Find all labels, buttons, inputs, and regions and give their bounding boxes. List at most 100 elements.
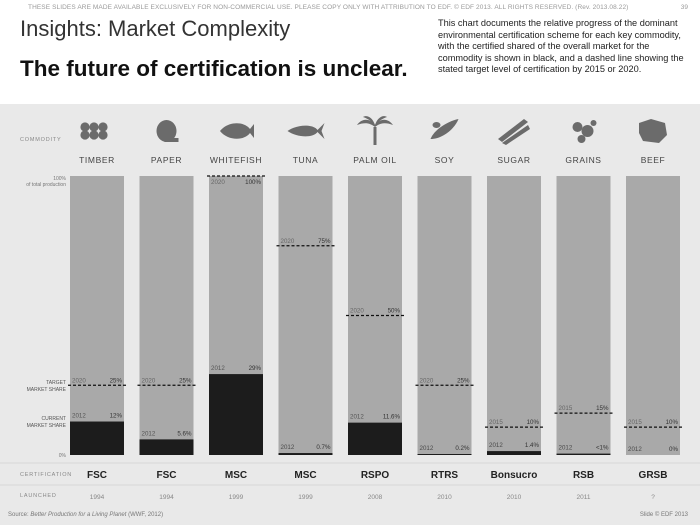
grain bbox=[590, 120, 597, 126]
sugar-icon-shape bbox=[502, 125, 530, 145]
target-year-label: 2020 bbox=[142, 377, 156, 384]
category-label: WHITEFISH bbox=[210, 155, 262, 165]
palm-oil-icon-shape bbox=[363, 116, 375, 126]
target-value-label: 25% bbox=[110, 377, 123, 384]
category-label: PAPER bbox=[151, 155, 182, 165]
current-value-label: 29% bbox=[249, 365, 262, 372]
page-subtitle: The future of certification is unclear. bbox=[20, 56, 408, 81]
beef-icon bbox=[639, 119, 667, 143]
current-share-bar bbox=[209, 374, 263, 455]
total-bar bbox=[417, 176, 472, 455]
total-bar bbox=[70, 176, 124, 455]
disclaimer: THESE SLIDES ARE MADE AVAILABLE EXCLUSIV… bbox=[28, 4, 629, 11]
launch-year-label: 2010 bbox=[437, 494, 452, 501]
log-end bbox=[80, 130, 90, 140]
certification-label: MSC bbox=[294, 470, 316, 481]
current-year-label: 2012 bbox=[142, 430, 156, 437]
current-share-bar bbox=[348, 422, 402, 455]
current-value-label: <1% bbox=[596, 445, 609, 452]
current-value-label: 1.4% bbox=[525, 442, 540, 449]
launched-row-label: LAUNCHED bbox=[20, 493, 57, 499]
target-value-label: 15% bbox=[596, 405, 609, 412]
current-year-label: 2012 bbox=[559, 445, 573, 452]
certification-label: RSPO bbox=[361, 470, 390, 481]
target-row-label: TARGET bbox=[46, 380, 66, 386]
current-year-label: 2012 bbox=[628, 446, 642, 453]
top-axis-label: 100% bbox=[53, 176, 66, 182]
target-year-label: 2020 bbox=[72, 377, 86, 384]
page-title: Insights: Market Complexity bbox=[20, 16, 291, 41]
palm-oil-icon bbox=[357, 116, 393, 145]
total-bar bbox=[556, 176, 611, 455]
current-year-label: 2012 bbox=[72, 413, 86, 420]
launch-year-label: 2008 bbox=[368, 494, 383, 501]
target-year-label: 2015 bbox=[628, 419, 642, 426]
source-suffix: (WWF, 2012) bbox=[126, 512, 164, 518]
target-year-label: 2020 bbox=[420, 377, 434, 384]
launch-year-label: 2011 bbox=[577, 494, 591, 501]
paper-roll bbox=[156, 120, 177, 142]
target-value-label: 100% bbox=[245, 179, 261, 186]
log-end bbox=[80, 122, 90, 132]
target-year-label: 2015 bbox=[559, 405, 573, 412]
target-value-label: 10% bbox=[527, 419, 540, 426]
log-end bbox=[89, 130, 99, 140]
log-end bbox=[98, 130, 108, 140]
top-axis-sublabel: of total production bbox=[26, 182, 66, 188]
current-year-label: 2012 bbox=[420, 445, 434, 452]
total-bar bbox=[278, 176, 333, 455]
target-year-label: 2015 bbox=[489, 419, 503, 426]
launch-year-label: 1994 bbox=[90, 494, 105, 501]
soy-bean bbox=[432, 122, 441, 128]
column-sugar: SUGAR 2012 1.4% 2015 10% Bonsucro 2010 bbox=[485, 155, 543, 501]
column-whitefish: WHITEFISH 2012 29% 2020 100% MSC 1999 bbox=[207, 155, 265, 501]
launch-year-label: ? bbox=[651, 494, 655, 501]
target-value-label: 75% bbox=[318, 238, 331, 245]
palm-trunk bbox=[373, 127, 377, 145]
beef-icon-shape bbox=[639, 119, 667, 143]
slide-credit: Slide © EDF 2013 bbox=[639, 512, 688, 518]
column-tuna: TUNA 2012 0.7% 2020 75% MSC 1999 bbox=[276, 155, 335, 501]
source-title: Better Production for a Living Planet bbox=[30, 512, 127, 518]
certification-label: FSC bbox=[87, 470, 107, 481]
current-year-label: 2012 bbox=[281, 444, 295, 451]
column-soy: SOY 2012 0.2% 2020 25% RTRS 2010 bbox=[415, 155, 474, 501]
current-share-bar bbox=[278, 453, 333, 455]
total-bar bbox=[626, 176, 680, 455]
current-share-bar bbox=[139, 439, 194, 455]
certification-label: MSC bbox=[225, 470, 247, 481]
source-note: Source: Better Production for a Living P… bbox=[8, 512, 163, 518]
log-end bbox=[89, 122, 99, 132]
header: THESE SLIDES ARE MADE AVAILABLE EXCLUSIV… bbox=[0, 0, 700, 104]
current-value-label: 0% bbox=[669, 446, 678, 453]
current-share-bar bbox=[70, 421, 124, 455]
category-label: TUNA bbox=[293, 155, 319, 165]
target-value-label: 50% bbox=[388, 308, 401, 315]
certification-label: GRSB bbox=[639, 470, 668, 481]
grains-icon bbox=[572, 120, 597, 143]
sugar-icon bbox=[498, 119, 530, 145]
whitefish-icon-shape bbox=[220, 123, 254, 139]
current-share-bar bbox=[417, 454, 472, 455]
timber-icon bbox=[80, 122, 108, 140]
grain bbox=[577, 135, 586, 143]
launch-year-label: 1999 bbox=[298, 494, 313, 501]
current-year-label: 2012 bbox=[350, 414, 364, 421]
column-grains: GRAINS 2012 <1% 2015 15% RSB 2011 bbox=[554, 155, 613, 501]
zero-axis-label: 0% bbox=[59, 453, 67, 459]
target-row-sublabel: MARKET SHARE bbox=[27, 387, 67, 393]
current-year-label: 2012 bbox=[489, 442, 503, 449]
category-label: BEEF bbox=[641, 155, 666, 165]
target-year-label: 2020 bbox=[211, 179, 225, 186]
certification-label: Bonsucro bbox=[491, 470, 538, 481]
certification-label: FSC bbox=[157, 470, 177, 481]
palm-oil-icon-shape bbox=[357, 119, 375, 127]
chart-columns: TIMBER 2012 12% 2020 25% FSC 1994 PAPER 2012 5.6%… bbox=[68, 155, 682, 501]
category-label: PALM OIL bbox=[353, 155, 396, 165]
category-label: TIMBER bbox=[79, 155, 115, 165]
current-value-label: 0.7% bbox=[316, 444, 331, 451]
current-share-bar bbox=[556, 453, 611, 455]
current-value-label: 12% bbox=[110, 413, 123, 420]
total-bar bbox=[487, 176, 541, 455]
